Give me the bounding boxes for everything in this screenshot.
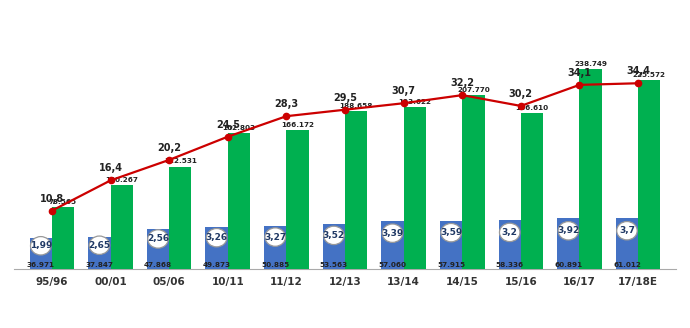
Ellipse shape [206, 229, 227, 247]
Text: 3,59: 3,59 [440, 228, 462, 237]
Text: 34,4: 34,4 [626, 66, 650, 76]
Bar [440, 220, 462, 269]
Text: 73.565: 73.565 [49, 199, 77, 205]
Ellipse shape [441, 223, 462, 242]
Bar [52, 208, 75, 269]
Bar [110, 185, 132, 269]
Bar [404, 107, 426, 269]
Bar [580, 70, 602, 269]
Text: 1,99: 1,99 [30, 241, 52, 250]
Legend: Produtividade (1000 por kg/ha), Área Plantada (1000 ha), Produção (1000 t), Fert: Produtividade (1000 por kg/ha), Área Pla… [81, 325, 609, 328]
Bar [264, 226, 286, 269]
Bar [345, 111, 367, 269]
Bar [286, 130, 308, 269]
Text: 29,5: 29,5 [333, 93, 357, 103]
Bar [88, 237, 110, 269]
Ellipse shape [265, 228, 286, 246]
Ellipse shape [382, 224, 403, 242]
Ellipse shape [30, 236, 51, 255]
Bar [228, 133, 250, 269]
Bar [499, 220, 521, 269]
Bar [147, 229, 169, 269]
Ellipse shape [617, 221, 637, 240]
Text: 207.770: 207.770 [457, 87, 490, 93]
Ellipse shape [500, 223, 520, 242]
Text: 32,2: 32,2 [451, 78, 474, 88]
Bar [30, 238, 52, 269]
Bar [615, 218, 638, 269]
Text: 3,92: 3,92 [558, 226, 580, 235]
Text: 16,4: 16,4 [99, 163, 123, 174]
Text: 37.847: 37.847 [86, 262, 113, 268]
Text: 3,27: 3,27 [264, 233, 286, 241]
Ellipse shape [558, 222, 579, 240]
Text: 3,39: 3,39 [382, 229, 404, 238]
Text: 100.267: 100.267 [105, 177, 138, 183]
Bar [206, 227, 228, 269]
Bar [382, 221, 404, 269]
Bar [462, 95, 484, 269]
Text: 30,7: 30,7 [392, 86, 415, 96]
Text: 53.563: 53.563 [319, 262, 348, 268]
Ellipse shape [148, 230, 168, 248]
Text: 188.658: 188.658 [339, 103, 373, 109]
Text: 10,8: 10,8 [40, 194, 64, 204]
Text: 3,2: 3,2 [502, 228, 518, 237]
Text: 24,5: 24,5 [216, 120, 239, 130]
Text: 20,2: 20,2 [157, 143, 181, 153]
Text: 3,52: 3,52 [323, 231, 345, 240]
Text: 49.873: 49.873 [203, 262, 230, 268]
Text: 57.915: 57.915 [437, 262, 465, 268]
Bar [558, 218, 580, 269]
Text: 34,1: 34,1 [567, 68, 591, 78]
Text: 60.891: 60.891 [554, 262, 582, 268]
Text: 193.622: 193.622 [398, 99, 431, 105]
Text: 30,2: 30,2 [509, 89, 533, 99]
Bar [169, 167, 191, 269]
Text: 28,3: 28,3 [275, 99, 299, 109]
Bar [638, 80, 660, 269]
Text: 36.971: 36.971 [27, 262, 55, 268]
Text: 57.060: 57.060 [379, 262, 406, 268]
Bar [521, 113, 543, 269]
Text: 122.531: 122.531 [164, 158, 197, 164]
Text: 2,56: 2,56 [147, 235, 169, 243]
Text: 3,26: 3,26 [206, 233, 228, 242]
Text: 162.803: 162.803 [222, 125, 255, 131]
Text: 3,7: 3,7 [619, 226, 635, 235]
Bar [323, 224, 345, 269]
Ellipse shape [324, 226, 344, 245]
Text: 2,65: 2,65 [88, 241, 110, 250]
Ellipse shape [89, 236, 110, 255]
Text: 186.610: 186.610 [515, 105, 549, 111]
Text: 50.885: 50.885 [261, 262, 289, 268]
Text: 61.012: 61.012 [613, 262, 641, 268]
Text: 58.336: 58.336 [495, 262, 524, 268]
Text: 238.749: 238.749 [574, 61, 607, 67]
Text: 166.172: 166.172 [281, 122, 314, 128]
Text: 225.572: 225.572 [633, 72, 666, 78]
Text: 47.868: 47.868 [144, 262, 172, 268]
